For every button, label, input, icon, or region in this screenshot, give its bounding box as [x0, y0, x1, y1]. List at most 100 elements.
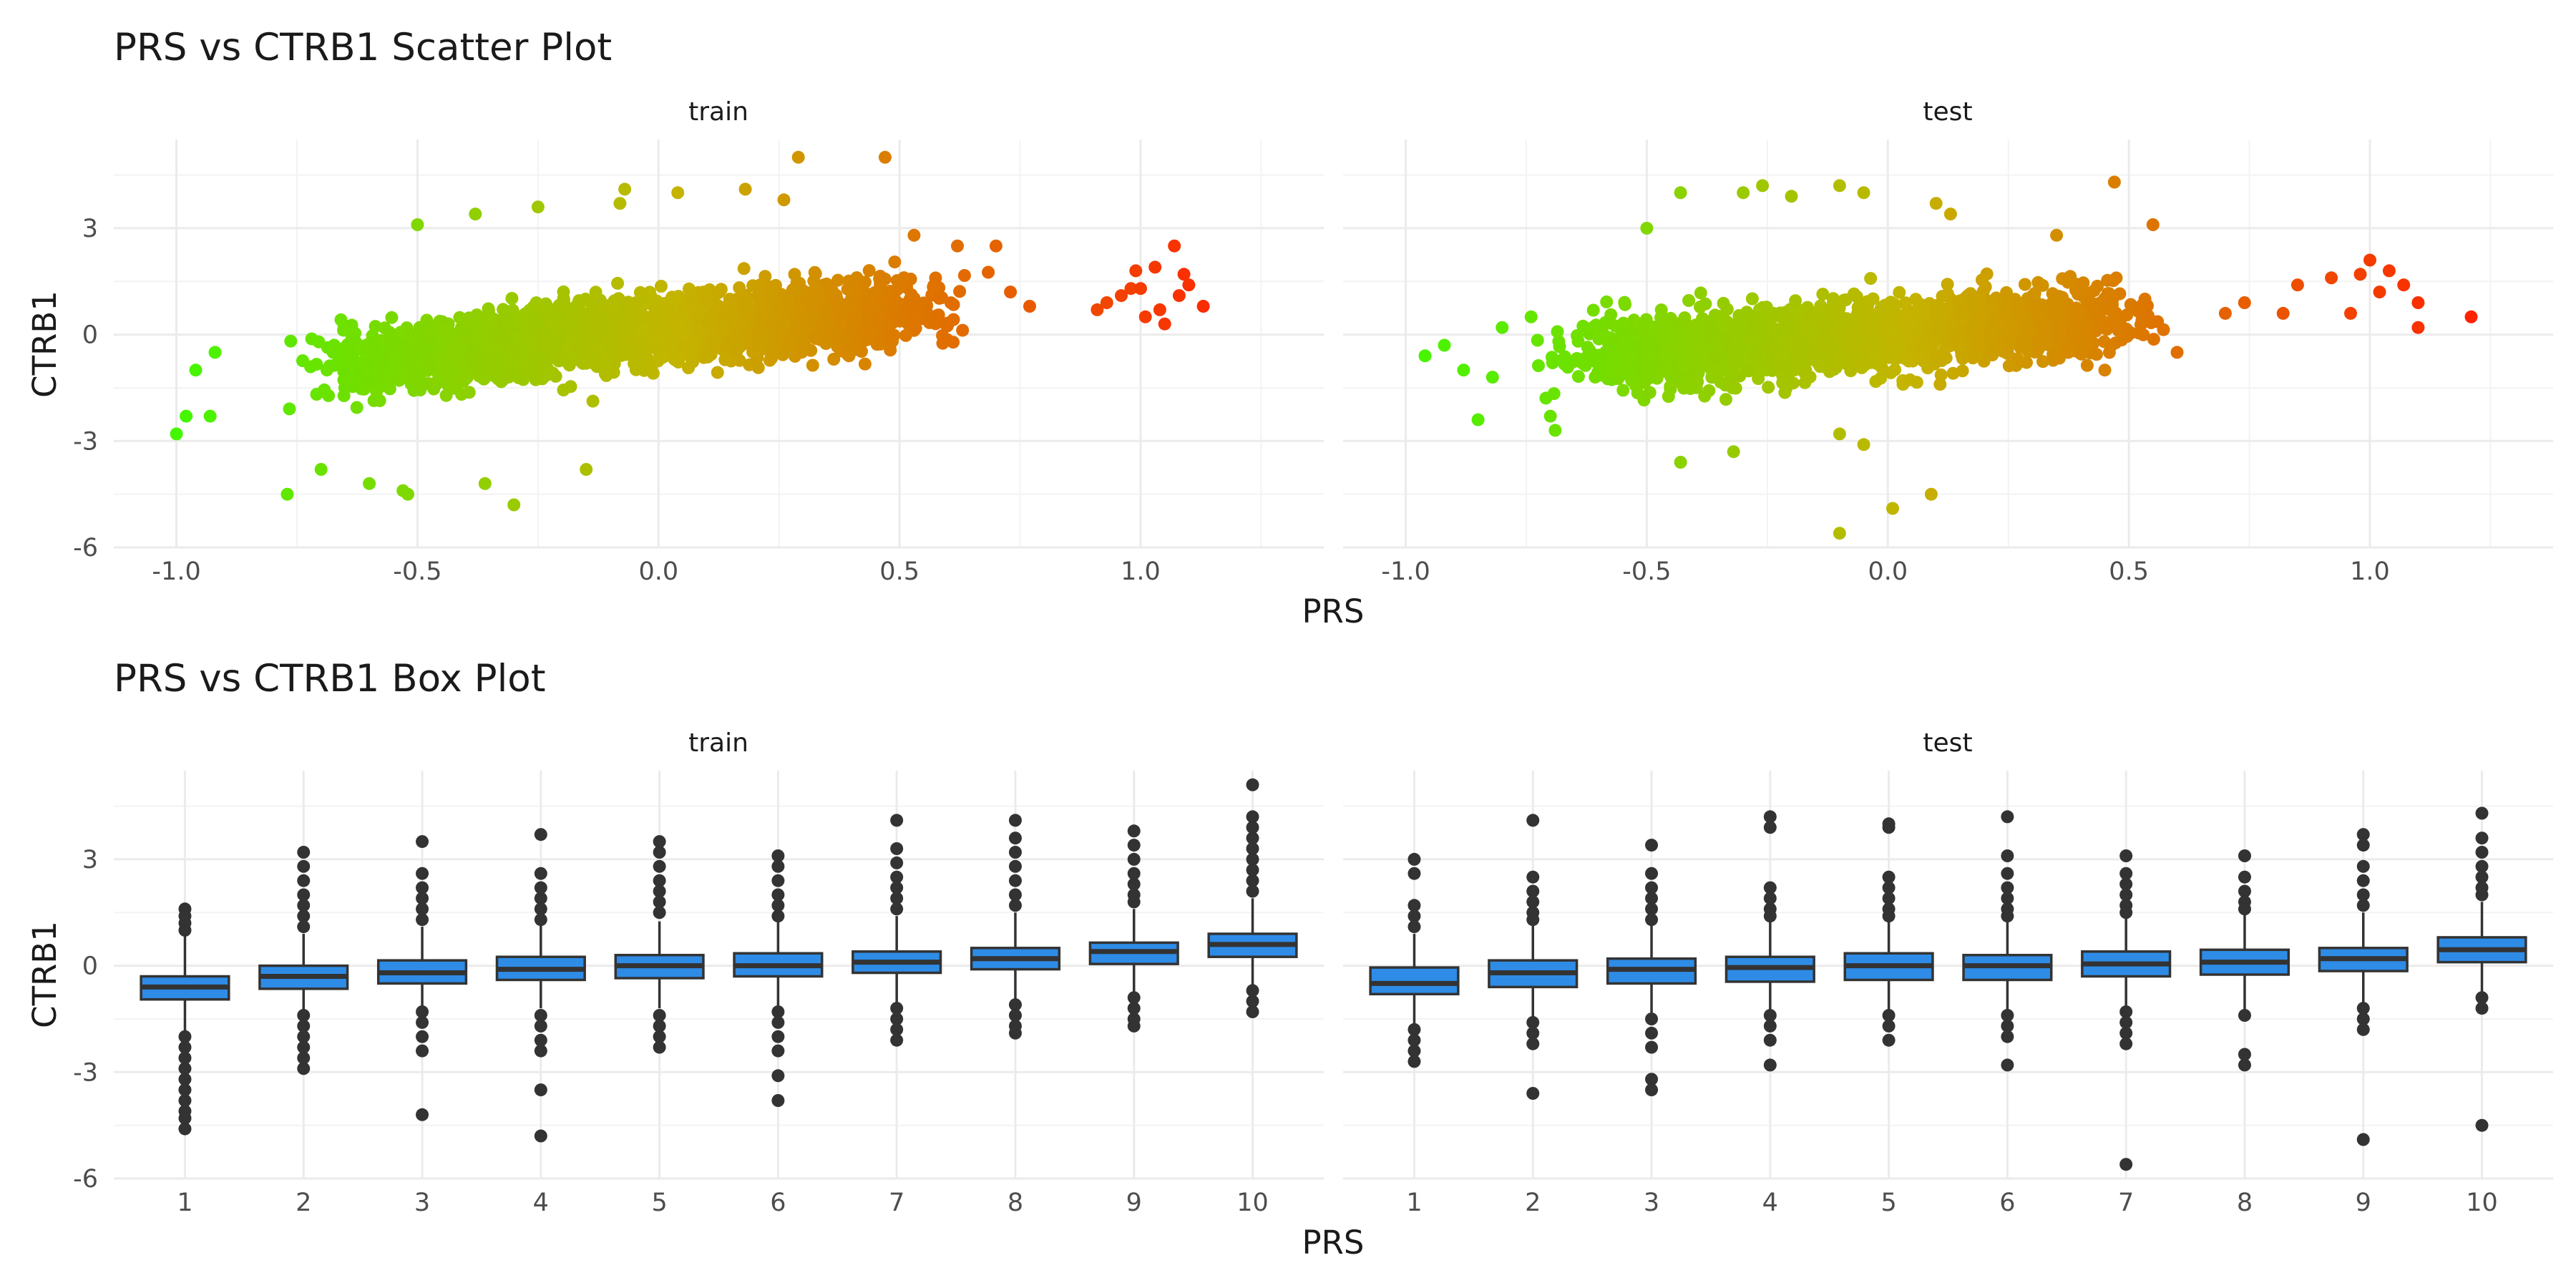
scatter-point [1172, 289, 1186, 303]
box-outlier [890, 870, 904, 884]
scatter-point [630, 338, 644, 352]
scatter-point [1913, 305, 1927, 318]
box-outlier [890, 814, 904, 827]
scatter-point [582, 333, 596, 347]
scatter-point [1556, 353, 1569, 366]
scatter-point [540, 369, 552, 382]
scatter-point [1698, 343, 1712, 357]
scatter-point [2344, 306, 2357, 320]
box-outlier [1407, 1044, 1421, 1058]
box-outlier [297, 1030, 311, 1043]
scatter-point [597, 330, 611, 343]
x-tick-label: 1 [177, 1189, 192, 1217]
scatter-point [1418, 349, 1432, 363]
box-outlier [653, 1040, 666, 1054]
box-outlier [2238, 849, 2251, 862]
scatter-point [1471, 413, 1485, 426]
scatter-point [1742, 364, 1755, 378]
scatter-point [1138, 310, 1152, 323]
scatter-point [809, 267, 822, 280]
scatter-point [2081, 291, 2094, 304]
scatter-point [1589, 355, 1603, 369]
scatter-point [777, 193, 791, 207]
scatter-point [1866, 292, 1880, 306]
scatter-point [1905, 320, 1918, 333]
scatter-point [2004, 332, 2017, 346]
scatter-point [1950, 333, 1963, 346]
scatter-point [2411, 296, 2425, 309]
scatter-point [1134, 282, 1147, 296]
box-body [1369, 966, 1460, 996]
scatter-point [529, 313, 542, 327]
scatter-point [620, 344, 634, 358]
box-outlier [534, 1129, 547, 1143]
box-outlier [653, 895, 666, 909]
scatter-point [481, 353, 494, 367]
scatter-point [489, 367, 502, 381]
scatter-point [2011, 352, 2024, 366]
scatter-point [389, 356, 402, 369]
scatter-point [557, 384, 570, 396]
scatter-point [766, 341, 780, 355]
x-tick-label: 9 [1126, 1189, 1142, 1217]
scatter-point [1551, 325, 1564, 338]
scatter-point [1698, 389, 1712, 403]
scatter-point [1833, 179, 1846, 192]
box-outlier [297, 859, 311, 873]
scatter-point [783, 334, 796, 347]
box-outlier [297, 888, 311, 902]
x-tick-label: 10 [2466, 1189, 2498, 1217]
scatter-point [1985, 326, 1999, 340]
scatter-point [682, 282, 696, 296]
scatter-point [671, 186, 685, 200]
box-outlier [1407, 1055, 1421, 1068]
box-outlier [771, 1069, 785, 1083]
box-outlier [178, 1062, 192, 1075]
x-tick-label: -1.0 [152, 557, 200, 586]
box-outlier [416, 902, 429, 916]
scatter-point [822, 320, 836, 333]
box-outlier [890, 902, 904, 916]
box-outlier [771, 909, 785, 923]
box-outlier [178, 1040, 192, 1054]
box-outlier [1526, 870, 1540, 884]
box-outlier [1246, 874, 1259, 887]
scatter-point [1946, 366, 1960, 380]
box-outlier [416, 1015, 429, 1029]
scatter-point [841, 348, 854, 361]
scatter-point [698, 298, 712, 311]
scatter-point [1884, 366, 1898, 379]
scatter-point [650, 333, 663, 346]
scatter-point [589, 357, 602, 371]
scatter-point [350, 401, 364, 414]
scatter-point [2238, 296, 2251, 309]
scatter-point [1662, 390, 1675, 403]
scatter-point [2132, 303, 2145, 316]
scatter-point [1694, 286, 1707, 300]
scatter-point [284, 334, 298, 348]
x-tick-label: 6 [770, 1189, 786, 1217]
scatter-point [1780, 382, 1792, 396]
box-outlier [2475, 859, 2489, 873]
x-tick-label: 8 [1008, 1189, 1023, 1217]
x-tick-label: 9 [2356, 1189, 2371, 1217]
scatter-point [1838, 326, 1851, 340]
box-outlier [1008, 899, 1022, 912]
box-outlier [771, 849, 785, 862]
scatter-point [702, 318, 715, 332]
box-outlier [2119, 1037, 2133, 1050]
scatter-point [1909, 293, 1923, 306]
scatter-point [1640, 221, 1654, 235]
scatter-point [1631, 386, 1644, 400]
scatter-point [180, 409, 193, 423]
scatter-point [989, 239, 1002, 253]
scatter-point [1939, 351, 1953, 365]
scatter-point [1586, 321, 1600, 334]
box-outlier [2475, 806, 2489, 820]
scatter-point [691, 322, 703, 336]
scatter-point [1674, 186, 1687, 200]
scatter-point [570, 340, 583, 353]
scatter-point [1637, 362, 1651, 376]
scatter-point [1943, 208, 1957, 221]
